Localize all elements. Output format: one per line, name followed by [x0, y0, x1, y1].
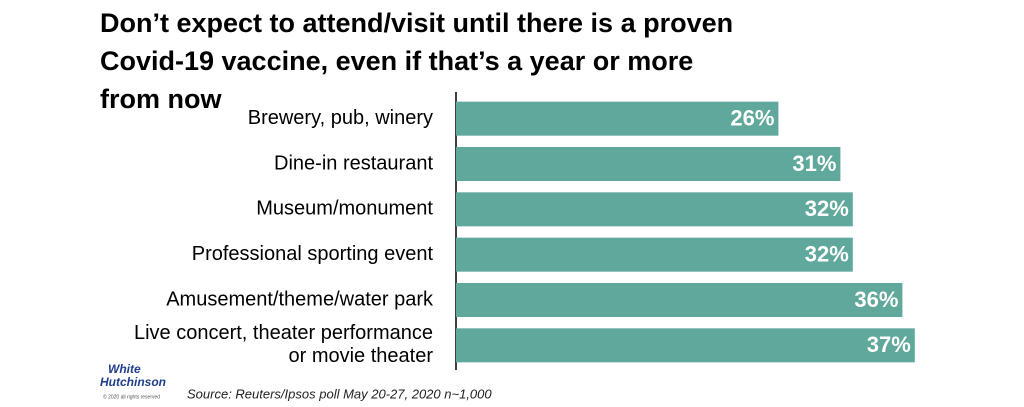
value-label: 31% — [792, 151, 836, 176]
category-label: Amusement/theme/water park — [166, 288, 434, 310]
bar — [456, 283, 903, 317]
category-label: Dine-in restaurant — [274, 152, 433, 174]
value-label: 37% — [867, 332, 911, 357]
value-label: 36% — [854, 287, 898, 312]
source: Source: Reuters/Ipsos poll May 20-27, 20… — [187, 386, 492, 401]
value-label: 32% — [805, 241, 849, 266]
bar — [456, 237, 853, 272]
value-label: 26% — [730, 105, 774, 130]
logo-line2: Hutchinson — [100, 375, 166, 389]
bar — [456, 328, 915, 363]
category-label: Museum/monument — [256, 198, 433, 220]
category-label: Professional sporting event — [192, 243, 434, 265]
category-label: Live concert, theater performance or movi… — [134, 322, 433, 367]
chart-title: Don’t expect to attend/visit until there… — [100, 8, 734, 114]
bar — [456, 101, 779, 136]
bar — [456, 192, 853, 227]
category-label: Brewery, pub, winery — [248, 107, 433, 129]
bar — [456, 147, 841, 181]
value-label: 32% — [805, 196, 849, 221]
logo-note: © 2020 all rights reserved — [103, 393, 160, 400]
logo-line1: White — [108, 362, 141, 376]
